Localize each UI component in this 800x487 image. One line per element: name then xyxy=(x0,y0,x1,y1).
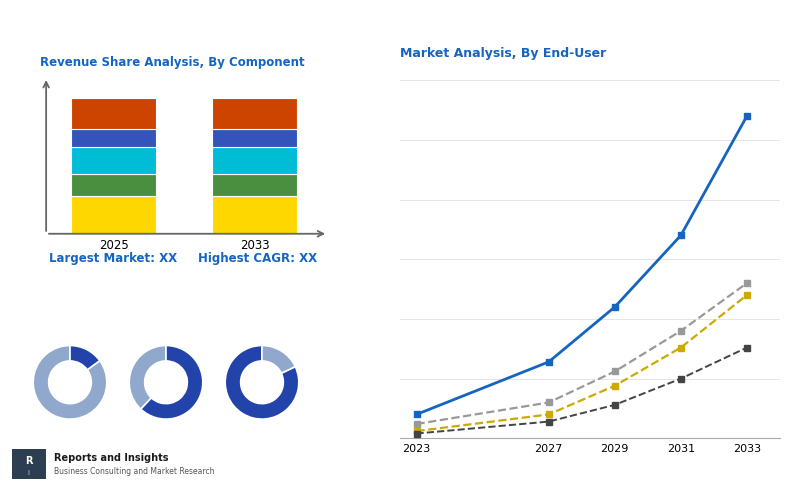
Wedge shape xyxy=(226,345,298,419)
Bar xyxy=(211,129,298,147)
Bar xyxy=(211,147,298,174)
Bar xyxy=(70,174,157,196)
Text: Revenue Share Analysis, By Component: Revenue Share Analysis, By Component xyxy=(40,56,305,69)
Bar xyxy=(70,196,157,234)
Bar xyxy=(211,97,298,129)
Text: Largest Market: XX: Largest Market: XX xyxy=(49,252,178,265)
Text: GLOBAL SCRAMJET MARKET SEGMENT ANALYSIS: GLOBAL SCRAMJET MARKET SEGMENT ANALYSIS xyxy=(10,18,407,33)
Bar xyxy=(70,129,157,147)
Text: I: I xyxy=(28,469,30,476)
Text: R: R xyxy=(25,456,33,466)
Wedge shape xyxy=(70,345,100,370)
Wedge shape xyxy=(262,345,295,373)
Text: Business Consulting and Market Research: Business Consulting and Market Research xyxy=(54,467,215,476)
Text: Highest CAGR: XX: Highest CAGR: XX xyxy=(198,252,318,265)
Text: Market Analysis, By End-User: Market Analysis, By End-User xyxy=(400,47,606,60)
Bar xyxy=(211,174,298,196)
Wedge shape xyxy=(130,345,166,409)
FancyBboxPatch shape xyxy=(11,449,46,479)
Wedge shape xyxy=(141,345,202,419)
Bar xyxy=(70,97,157,129)
Bar xyxy=(70,147,157,174)
Text: Reports and Insights: Reports and Insights xyxy=(54,453,169,463)
Wedge shape xyxy=(34,345,106,419)
Bar xyxy=(211,196,298,234)
